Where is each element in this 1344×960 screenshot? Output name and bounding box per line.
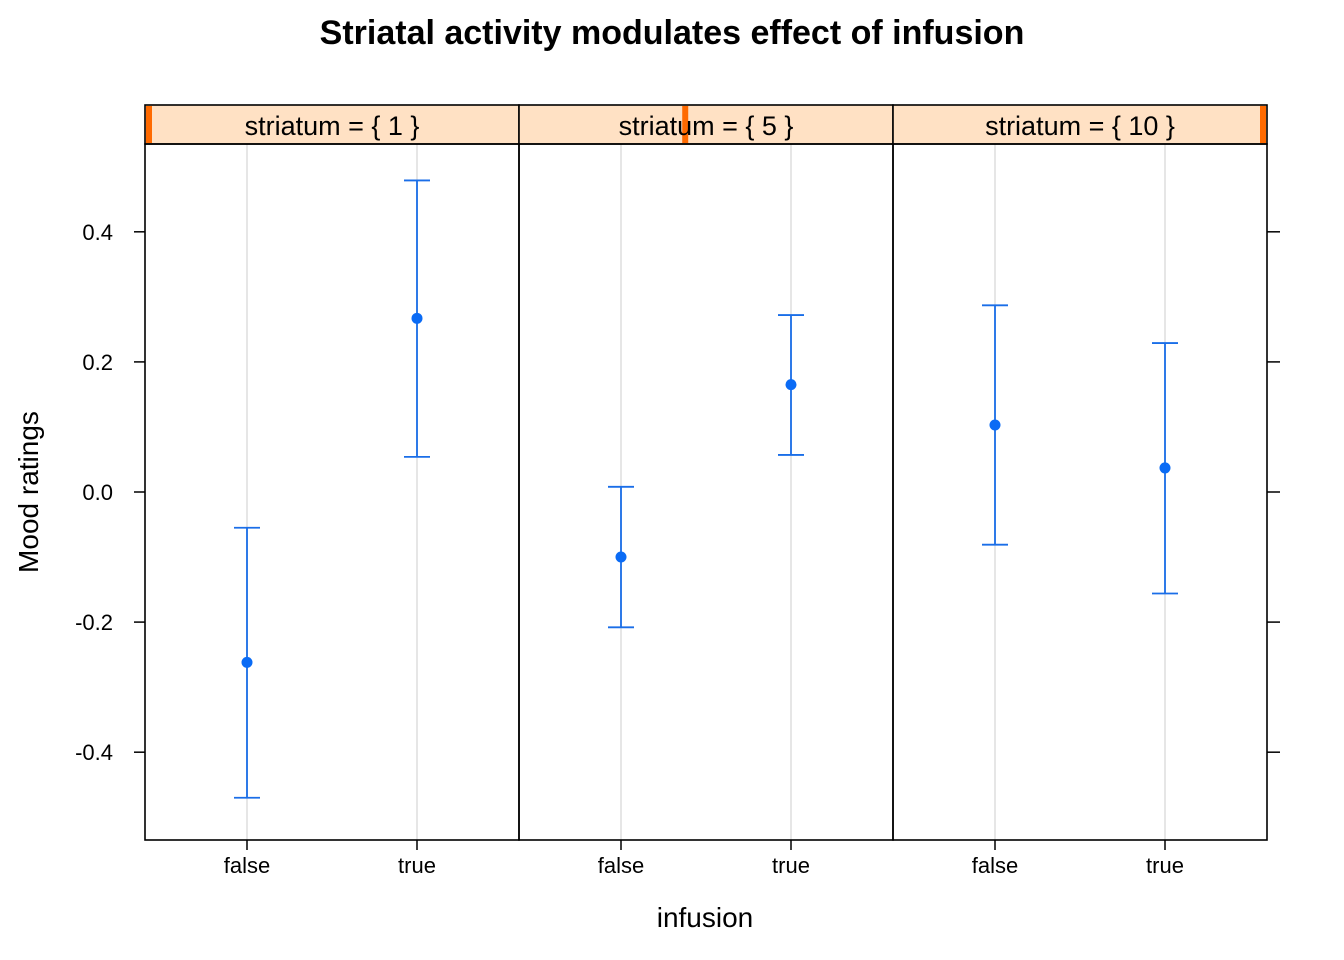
y-tick-label: 0.4 — [82, 220, 113, 245]
data-point — [411, 312, 423, 324]
x-tick-label: true — [398, 853, 436, 878]
panel-frame — [144, 143, 520, 841]
strip-level-indicator — [146, 106, 152, 143]
strip-background — [518, 104, 894, 145]
data-point — [1159, 462, 1171, 474]
data-point — [241, 656, 253, 668]
y-tick-label: 0.2 — [82, 350, 113, 375]
chart-title: Striatal activity modulates effect of in… — [320, 14, 1025, 52]
x-axis: false true false true false true — [224, 840, 1184, 878]
strip-background — [144, 104, 520, 145]
x-axis-label: infusion — [657, 902, 754, 933]
panel-1: striatum = { 1 } — [144, 104, 520, 841]
panels: striatum = { 1 } striatum = { 5 } striatum… — [144, 104, 1268, 841]
panel-2: striatum = { 5 } — [518, 104, 894, 841]
strip-label: striatum = { 10 } — [985, 111, 1175, 141]
strip-label: striatum = { 1 } — [245, 111, 420, 141]
panel-frame — [518, 143, 894, 841]
panel-frame — [892, 143, 1268, 841]
strip-label: striatum = { 5 } — [619, 111, 794, 141]
strip-level-indicator — [682, 106, 689, 143]
strip-background — [892, 104, 1268, 145]
y-tick-label: 0.0 — [82, 480, 113, 505]
data-point — [785, 379, 797, 391]
y-axis: -0.4 -0.2 0.0 0.2 0.4 — [75, 220, 1280, 765]
y-axis-label: Mood ratings — [13, 411, 44, 573]
data-point — [989, 419, 1001, 431]
x-tick-label: false — [224, 853, 270, 878]
data-point — [615, 551, 627, 563]
panel-3: striatum = { 10 } — [892, 104, 1268, 841]
y-tick-label: -0.2 — [75, 610, 113, 635]
x-tick-label: false — [972, 853, 1018, 878]
x-tick-label: false — [598, 853, 644, 878]
x-tick-label: true — [1146, 853, 1184, 878]
x-tick-label: true — [772, 853, 810, 878]
y-tick-label: -0.4 — [75, 740, 113, 765]
strip-level-indicator — [1260, 106, 1266, 143]
